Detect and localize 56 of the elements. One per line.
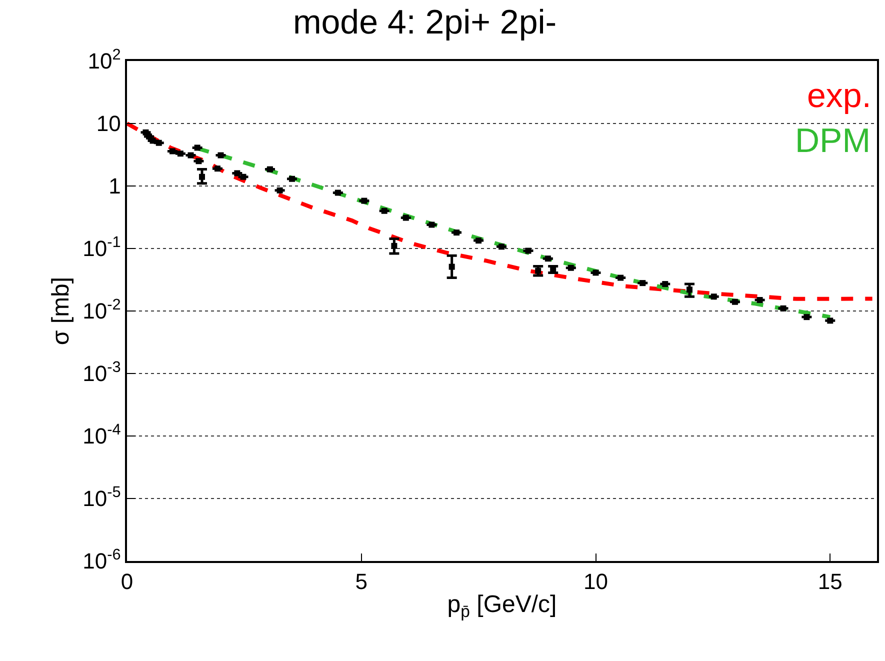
y-tick-label: 10$^{-4}$	[82, 421, 122, 449]
point	[266, 166, 273, 172]
point	[361, 198, 368, 204]
point	[662, 281, 668, 288]
point	[218, 152, 224, 158]
point	[686, 286, 692, 293]
point	[827, 318, 834, 324]
y-tick-label: 10$^{-6}$	[82, 546, 121, 574]
point	[732, 298, 738, 305]
point	[334, 190, 341, 196]
point	[196, 158, 202, 164]
point	[454, 230, 460, 236]
line-series	[127, 122, 874, 301]
y-tick-label: 10$^{-5}$	[82, 484, 121, 512]
y-tick-label: 10$^{-2}$	[82, 296, 121, 324]
point	[289, 176, 295, 182]
point	[402, 214, 409, 221]
point	[804, 314, 810, 320]
point	[476, 238, 482, 244]
point	[428, 222, 435, 228]
point	[640, 280, 646, 286]
y-tick-label: 10$^{-1}$	[82, 234, 121, 262]
point	[756, 296, 763, 303]
point	[618, 274, 624, 281]
point	[169, 148, 176, 154]
x-tick-label: 0	[120, 569, 134, 594]
point	[568, 264, 574, 271]
point	[234, 170, 240, 176]
point	[544, 256, 551, 262]
x-tick-label: 15	[818, 569, 842, 594]
chart-title: mode 4: 2pi+ 2pi-	[292, 4, 557, 42]
point	[780, 305, 786, 312]
point	[448, 264, 455, 270]
y-tick-label: 10$^{-3}$	[82, 358, 121, 386]
point	[498, 244, 505, 250]
point	[150, 138, 156, 144]
point	[177, 150, 184, 157]
point	[214, 166, 220, 172]
point	[592, 270, 599, 276]
point	[525, 248, 532, 254]
point	[240, 174, 246, 180]
y-tick-label: 10	[96, 111, 121, 136]
x-tick-label: 5	[355, 569, 368, 594]
text: exp.	[807, 77, 872, 115]
y-tick-label: 1	[108, 174, 121, 199]
point	[156, 140, 162, 146]
point	[188, 152, 194, 158]
y-tick-label: 10$^{2}$	[88, 46, 121, 74]
point	[710, 294, 717, 300]
x-tick-label: 10	[584, 569, 608, 594]
point	[194, 144, 200, 151]
text: DPM	[795, 122, 871, 160]
y-axis-title: σ [mb]	[48, 276, 74, 346]
point	[276, 187, 283, 194]
x-axis-title: p$_{p̄}$ [GeV/c]	[447, 590, 557, 621]
point	[381, 208, 388, 214]
